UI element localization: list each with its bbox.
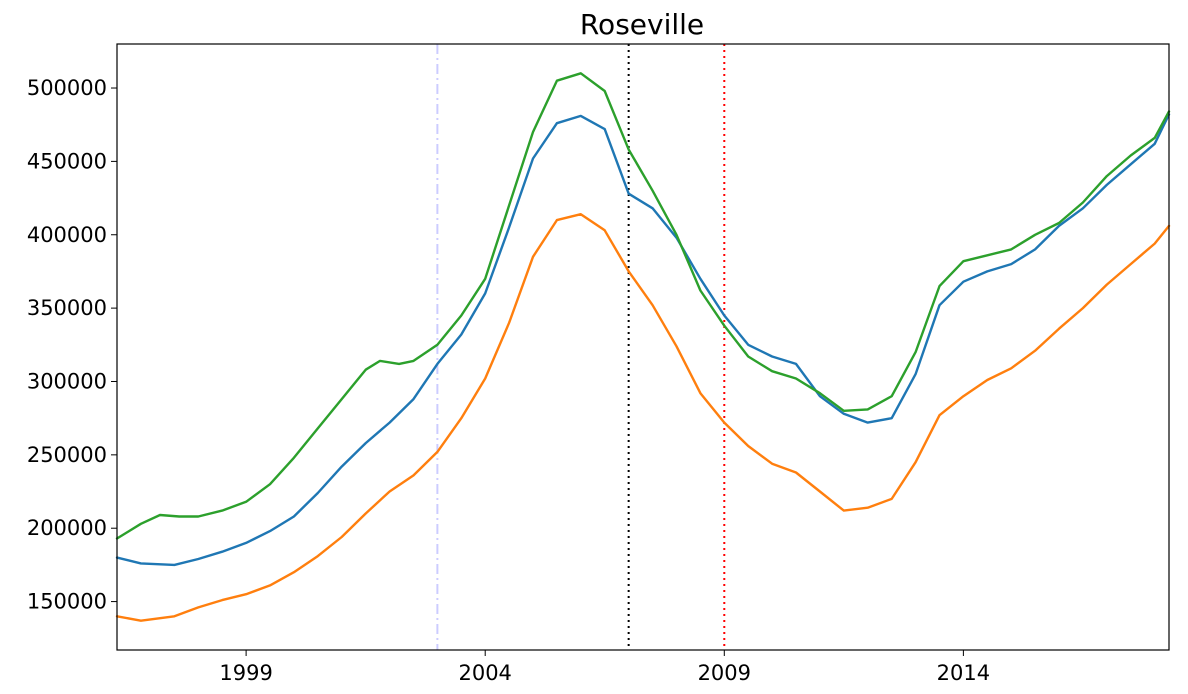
y-tick-label: 200000 bbox=[27, 516, 107, 540]
y-tick-label: 150000 bbox=[27, 590, 107, 614]
reference-lines bbox=[436, 44, 726, 650]
y-tick-label: 450000 bbox=[27, 149, 107, 173]
series-line-2 bbox=[115, 72, 1171, 540]
chart-title: Roseville bbox=[580, 8, 704, 41]
x-axis: 1999 2004 2009 2014 bbox=[219, 650, 990, 685]
plot-frame bbox=[116, 43, 1170, 651]
y-tick-label: 350000 bbox=[27, 296, 107, 320]
x-tick-label: 2014 bbox=[937, 661, 990, 685]
series-line-0 bbox=[115, 113, 1171, 567]
y-tick-label: 250000 bbox=[27, 443, 107, 467]
x-tick-label: 2004 bbox=[458, 661, 511, 685]
series-group bbox=[115, 72, 1171, 622]
y-tick-label: 500000 bbox=[27, 76, 107, 100]
y-tick-label: 400000 bbox=[27, 223, 107, 247]
x-tick-label: 2009 bbox=[698, 661, 751, 685]
series-line-1 bbox=[115, 213, 1171, 622]
y-axis: 150000 200000 250000 300000 350000 400000 4500… bbox=[27, 76, 117, 614]
x-tick-label: 1999 bbox=[219, 661, 272, 685]
y-tick-label: 300000 bbox=[27, 369, 107, 393]
